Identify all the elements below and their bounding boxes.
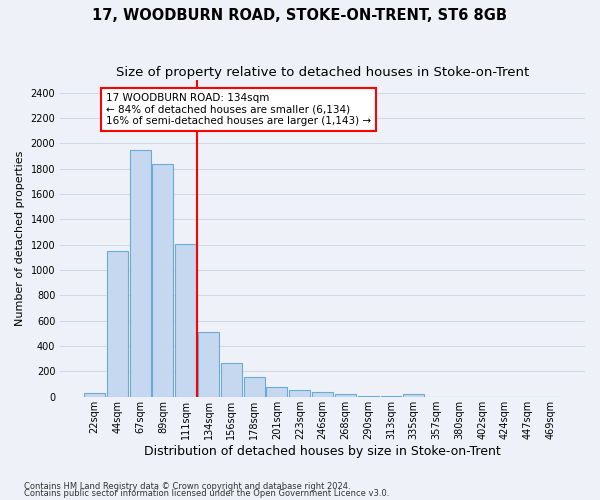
Bar <box>107 251 128 397</box>
Text: 17, WOODBURN ROAD, STOKE-ON-TRENT, ST6 8GB: 17, WOODBURN ROAD, STOKE-ON-TRENT, ST6 8… <box>92 8 508 22</box>
Bar <box>244 377 265 397</box>
Bar <box>358 396 379 397</box>
Bar <box>289 390 310 397</box>
Bar <box>312 392 333 397</box>
Bar <box>266 386 287 397</box>
Text: Contains public sector information licensed under the Open Government Licence v3: Contains public sector information licen… <box>24 489 389 498</box>
Bar <box>175 244 196 397</box>
Bar <box>198 332 219 397</box>
Text: 17 WOODBURN ROAD: 134sqm
← 84% of detached houses are smaller (6,134)
16% of sem: 17 WOODBURN ROAD: 134sqm ← 84% of detach… <box>106 93 371 126</box>
Bar <box>152 164 173 397</box>
Bar <box>403 394 424 397</box>
Bar <box>130 150 151 397</box>
Bar <box>380 396 401 397</box>
Title: Size of property relative to detached houses in Stoke-on-Trent: Size of property relative to detached ho… <box>116 66 529 79</box>
Y-axis label: Number of detached properties: Number of detached properties <box>15 151 25 326</box>
Bar <box>84 393 105 397</box>
Bar <box>221 363 242 397</box>
Bar <box>335 394 356 397</box>
X-axis label: Distribution of detached houses by size in Stoke-on-Trent: Distribution of detached houses by size … <box>144 444 501 458</box>
Text: Contains HM Land Registry data © Crown copyright and database right 2024.: Contains HM Land Registry data © Crown c… <box>24 482 350 491</box>
